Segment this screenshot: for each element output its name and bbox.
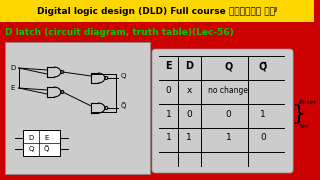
Text: D latch (circuit diagram, truth table)(Lec-56): D latch (circuit diagram, truth table)(L… bbox=[5, 28, 234, 37]
Text: E: E bbox=[11, 85, 15, 91]
Text: Set: Set bbox=[299, 123, 309, 129]
Text: Q̅: Q̅ bbox=[121, 103, 126, 109]
Text: }: } bbox=[291, 104, 305, 124]
Text: Digital logic design (DLD) Full course తెలుగు లోᴶ: Digital logic design (DLD) Full course త… bbox=[37, 6, 277, 15]
Text: E: E bbox=[165, 61, 172, 71]
Text: 1: 1 bbox=[260, 109, 266, 118]
FancyBboxPatch shape bbox=[152, 49, 293, 173]
Text: 1: 1 bbox=[166, 109, 172, 118]
Text: D: D bbox=[29, 135, 34, 141]
Text: Q̅: Q̅ bbox=[259, 61, 267, 71]
FancyBboxPatch shape bbox=[0, 0, 314, 22]
Text: Q: Q bbox=[224, 61, 233, 71]
Text: Q: Q bbox=[29, 146, 34, 152]
Text: 0: 0 bbox=[186, 109, 192, 118]
Text: D: D bbox=[11, 65, 16, 71]
Text: Q: Q bbox=[121, 73, 126, 79]
Text: x: x bbox=[187, 86, 192, 94]
Text: 0: 0 bbox=[166, 86, 172, 94]
Text: 1: 1 bbox=[166, 134, 172, 143]
FancyBboxPatch shape bbox=[22, 130, 60, 156]
Text: E: E bbox=[44, 135, 48, 141]
Text: 0: 0 bbox=[260, 134, 266, 143]
Text: 1: 1 bbox=[186, 134, 192, 143]
Text: Q̅: Q̅ bbox=[44, 146, 49, 152]
Text: 0: 0 bbox=[226, 109, 231, 118]
Text: 1: 1 bbox=[226, 134, 231, 143]
Text: Reset: Reset bbox=[299, 100, 317, 105]
Text: D: D bbox=[185, 61, 193, 71]
FancyBboxPatch shape bbox=[5, 42, 150, 174]
Text: no change: no change bbox=[208, 86, 248, 94]
